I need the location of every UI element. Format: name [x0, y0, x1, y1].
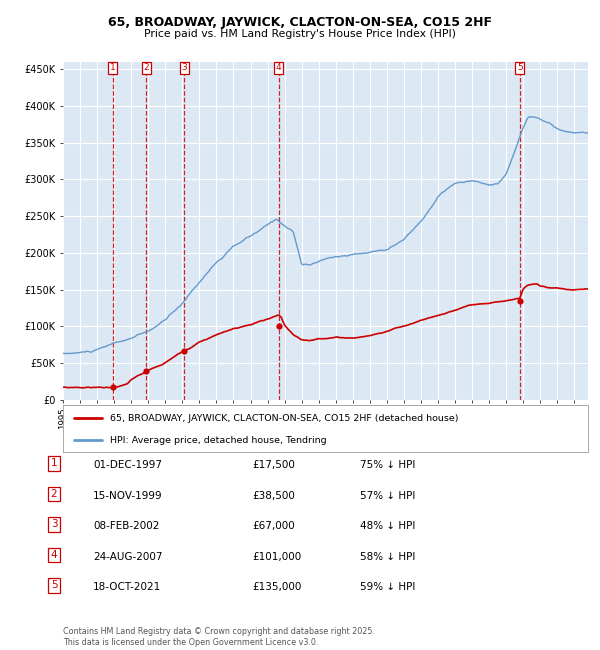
Text: 15-NOV-1999: 15-NOV-1999 — [93, 491, 163, 500]
Text: 75% ↓ HPI: 75% ↓ HPI — [360, 460, 415, 470]
Text: £17,500: £17,500 — [252, 460, 295, 470]
Text: 58% ↓ HPI: 58% ↓ HPI — [360, 552, 415, 562]
Text: HPI: Average price, detached house, Tendring: HPI: Average price, detached house, Tend… — [110, 436, 327, 445]
Text: £67,000: £67,000 — [252, 521, 295, 531]
Text: 48% ↓ HPI: 48% ↓ HPI — [360, 521, 415, 531]
Text: 59% ↓ HPI: 59% ↓ HPI — [360, 582, 415, 592]
Text: Contains HM Land Registry data © Crown copyright and database right 2025.
This d: Contains HM Land Registry data © Crown c… — [63, 627, 375, 647]
Text: Price paid vs. HM Land Registry's House Price Index (HPI): Price paid vs. HM Land Registry's House … — [144, 29, 456, 39]
Text: 57% ↓ HPI: 57% ↓ HPI — [360, 491, 415, 500]
Text: 65, BROADWAY, JAYWICK, CLACTON-ON-SEA, CO15 2HF: 65, BROADWAY, JAYWICK, CLACTON-ON-SEA, C… — [108, 16, 492, 29]
Text: 1: 1 — [50, 458, 58, 468]
Text: 24-AUG-2007: 24-AUG-2007 — [93, 552, 163, 562]
Text: 3: 3 — [181, 64, 187, 72]
Text: 08-FEB-2002: 08-FEB-2002 — [93, 521, 160, 531]
Text: £135,000: £135,000 — [252, 582, 301, 592]
Text: 4: 4 — [276, 64, 281, 72]
Text: 4: 4 — [50, 550, 58, 560]
Text: 5: 5 — [517, 64, 523, 72]
Text: £38,500: £38,500 — [252, 491, 295, 500]
Text: 65, BROADWAY, JAYWICK, CLACTON-ON-SEA, CO15 2HF (detached house): 65, BROADWAY, JAYWICK, CLACTON-ON-SEA, C… — [110, 413, 459, 423]
Text: £101,000: £101,000 — [252, 552, 301, 562]
Text: 3: 3 — [50, 519, 58, 529]
Text: 18-OCT-2021: 18-OCT-2021 — [93, 582, 161, 592]
Text: 01-DEC-1997: 01-DEC-1997 — [93, 460, 162, 470]
Text: 2: 2 — [143, 64, 149, 72]
Text: 2: 2 — [50, 489, 58, 499]
Text: 5: 5 — [50, 580, 58, 590]
Text: 1: 1 — [110, 64, 116, 72]
